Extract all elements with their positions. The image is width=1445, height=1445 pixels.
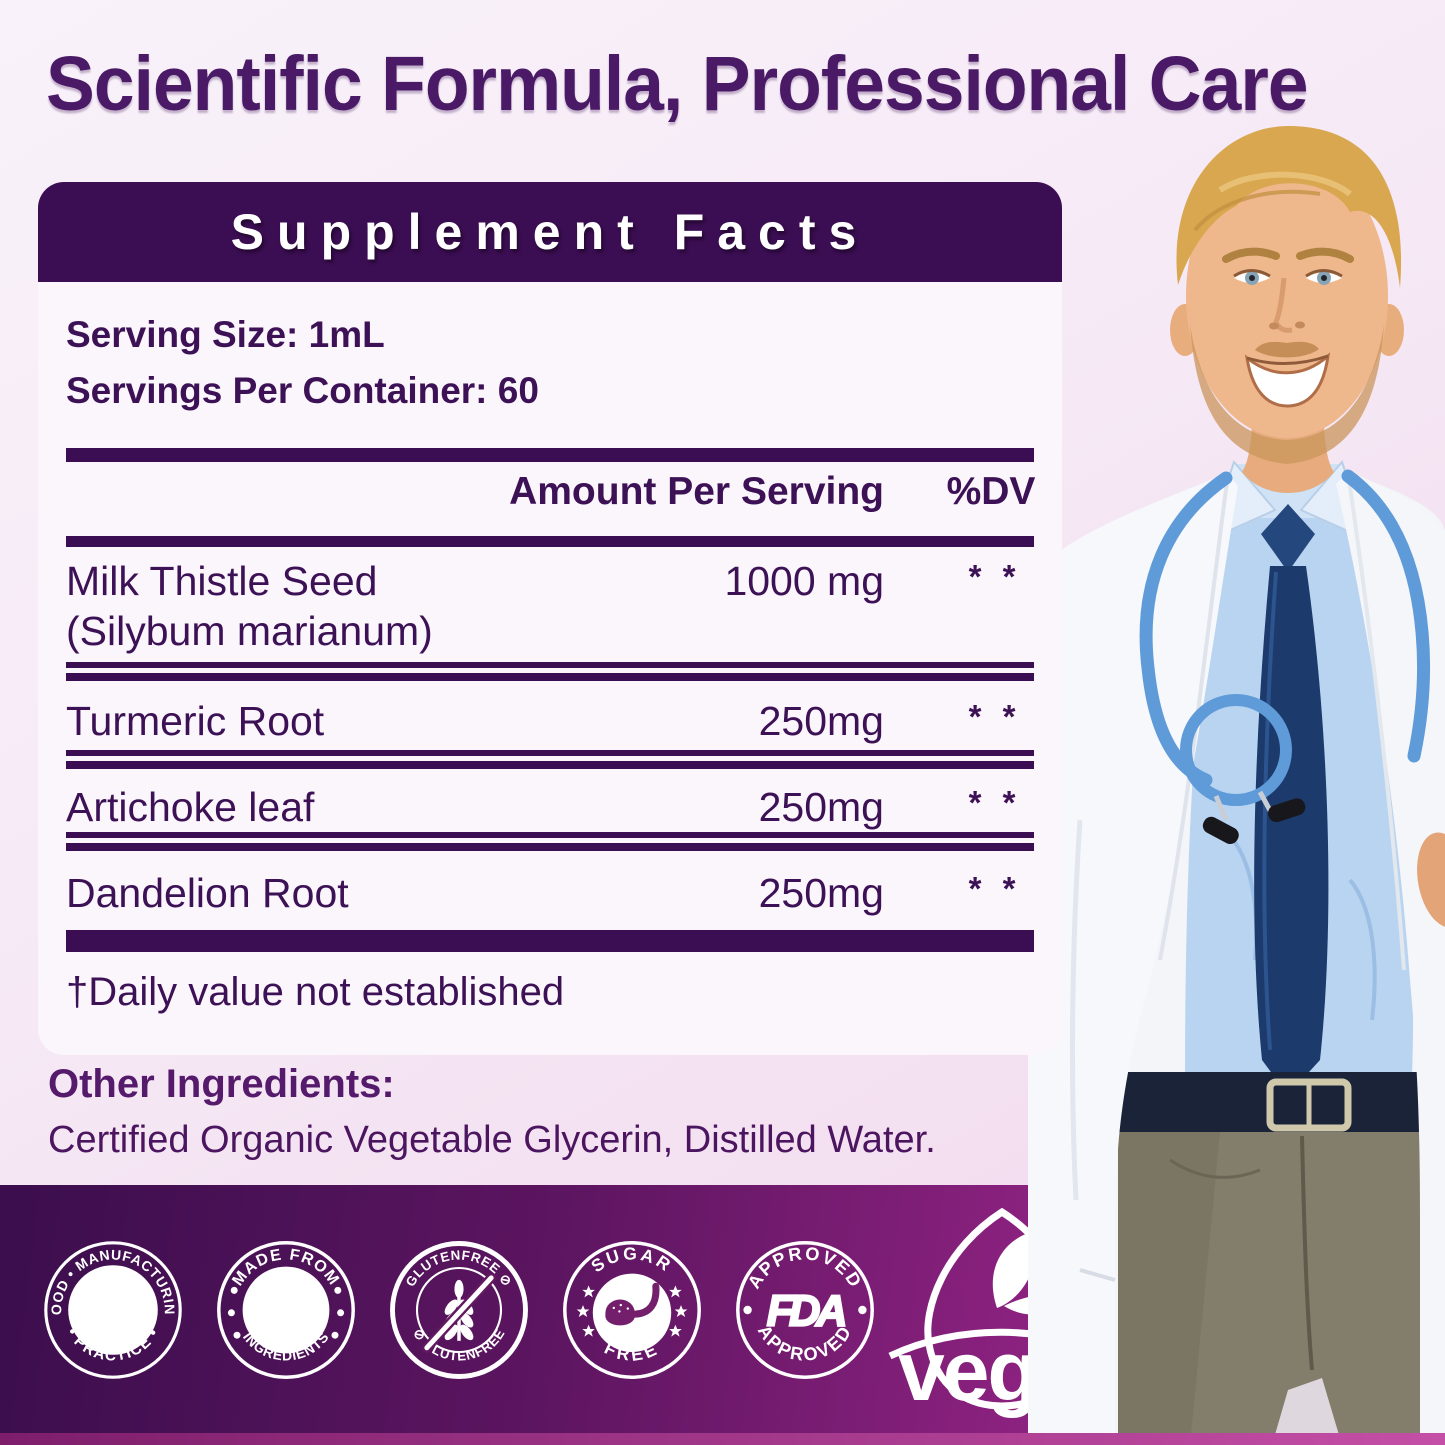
bottom-accent-strip [0, 1433, 1445, 1445]
non-gmo-label-2: GMO [258, 1311, 315, 1338]
leaf-icon [992, 1230, 1039, 1308]
supplement-facts-panel: Supplement Facts Serving Size: 1mL Servi… [38, 182, 1062, 1055]
table-row: Dandelion Root 250mg * * [66, 868, 1034, 918]
non-gmo-label-1: NON- [256, 1285, 317, 1312]
other-ingredients-heading: Other Ingredients: [48, 1062, 395, 1106]
dv-footnote: †Daily value not established [66, 970, 565, 1014]
dot-ring [227, 1286, 345, 1339]
fda-label: FDA [767, 1287, 845, 1335]
column-header-amount: Amount Per Serving [509, 470, 884, 513]
divider-bar [66, 536, 1034, 547]
row-separator [66, 750, 1034, 769]
ingredient-amount: 1000 mg [724, 558, 884, 604]
ingredient-name: Turmeric Root [66, 698, 325, 744]
other-ingredients-text: Certified Organic Vegetable Glycerin, Di… [48, 1119, 936, 1161]
doctor-head [1170, 125, 1404, 493]
table-column-headers: Amount Per Serving %DV [66, 470, 1035, 520]
supplement-facts-title: Supplement Facts [38, 182, 1062, 282]
ingredient-dv: * * [968, 870, 1022, 907]
serving-size: Serving Size: 1mL [66, 314, 385, 355]
hair [1176, 125, 1402, 288]
tie [1254, 504, 1329, 1095]
ingredient-amount: 250mg [758, 698, 884, 744]
ingredient-name: Dandelion Root [66, 870, 349, 916]
table-row: Milk Thistle Seed (Silybum marianum) 100… [66, 556, 1034, 656]
gmp-badge-icon: GOOD • MANUFACTURING • PRACTICE • GMP [43, 1240, 182, 1379]
gmp-label: GMP [73, 1291, 153, 1330]
hand [1417, 832, 1445, 928]
other-ingredients-section: Other Ingredients: Certified Organic Veg… [48, 1062, 936, 1162]
ingredient-dv: * * [968, 698, 1022, 735]
ingredient-name-latin: (Silybum marianum) [66, 608, 433, 654]
ingredient-name: Milk Thistle Seed [66, 558, 378, 604]
trousers [1118, 1132, 1422, 1445]
crossed-wheat-icon [421, 1272, 497, 1353]
column-header-dv: %DV [946, 470, 1036, 513]
divider-bar [66, 930, 1034, 952]
divider-bar [66, 448, 1034, 462]
ingredient-name: Artichoke leaf [66, 784, 315, 830]
ingredient-dv: * * [968, 784, 1022, 821]
ingredient-amount: 250mg [758, 870, 884, 916]
row-separator [66, 662, 1034, 681]
svg-text:SUGAR: SUGAR [587, 1244, 676, 1277]
svg-text:APPROVED: APPROVED [744, 1243, 867, 1292]
gluten-free-badge-icon: GLUTENFREE ⊘ ⊘ GLUTENFREE [390, 1241, 528, 1379]
sugar-spoon-icon [605, 1282, 660, 1326]
page-title: Scientific Formula, Professional Care [46, 41, 1309, 127]
fda-arc-top: APPROVED [744, 1243, 864, 1292]
non-gmo-badge-icon: MADE FROM INGREDIENTS NON- GMO [217, 1241, 355, 1379]
servings-per-container: Servings Per Container: 60 [66, 370, 539, 411]
table-row: Turmeric Root 250mg * * [66, 696, 1034, 746]
sugar-arc-top: SUGAR [587, 1244, 673, 1277]
fda-approved-badge-icon: APPROVED APPROVED FDA [736, 1241, 874, 1379]
ingredient-amount: 250mg [758, 784, 884, 830]
ingredient-dv: * * [968, 558, 1022, 595]
stethoscope-icon [1139, 469, 1431, 845]
table-row: Artichoke leaf 250mg * * [66, 782, 1034, 832]
row-separator [66, 832, 1034, 851]
sugar-free-badge-icon: SUGAR FREE [563, 1241, 701, 1379]
doctor-illustration [1028, 125, 1445, 1445]
